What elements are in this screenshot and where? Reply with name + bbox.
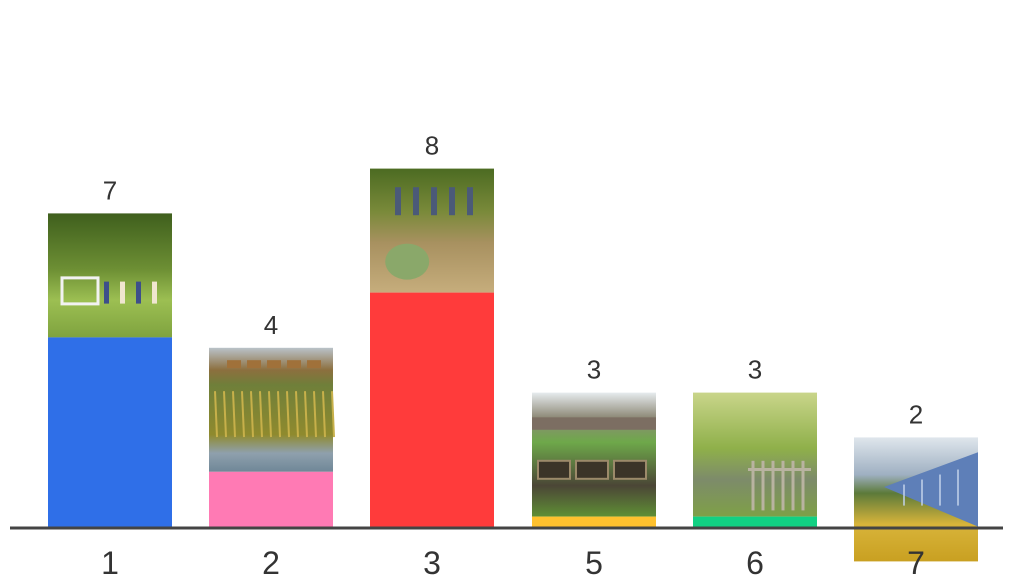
category-label-3: 3	[423, 545, 441, 581]
value-label-2: 4	[264, 310, 278, 340]
orchard-with-gate-picture	[693, 392, 817, 517]
category-label-7: 7	[907, 545, 925, 581]
soccer-field-picture	[48, 213, 172, 338]
category-labels: 1 2 3 5 6 7	[101, 545, 925, 581]
solar-panels-meadow-picture	[854, 437, 978, 562]
raised-garden-beds-picture	[532, 392, 656, 517]
bar-5	[532, 516, 656, 527]
category-label-6: 6	[746, 545, 764, 581]
bar-2	[209, 471, 333, 527]
value-label-3: 8	[425, 131, 439, 161]
hillside-planting-picture	[370, 168, 494, 293]
bars-group	[48, 292, 817, 527]
bar-6	[693, 516, 817, 527]
value-labels: 7 4 8 3 3 2	[103, 131, 923, 430]
value-label-5: 3	[587, 355, 601, 385]
bar-pictures	[48, 168, 978, 562]
value-label-6: 3	[748, 355, 762, 385]
value-label-7: 2	[909, 399, 923, 429]
category-label-2: 2	[262, 545, 280, 581]
wetland-reeds-picture	[209, 347, 335, 472]
category-label-1: 1	[101, 545, 119, 581]
bar-1	[48, 337, 172, 527]
bar-3	[370, 292, 494, 527]
value-label-1: 7	[103, 175, 117, 205]
category-label-5: 5	[585, 545, 603, 581]
